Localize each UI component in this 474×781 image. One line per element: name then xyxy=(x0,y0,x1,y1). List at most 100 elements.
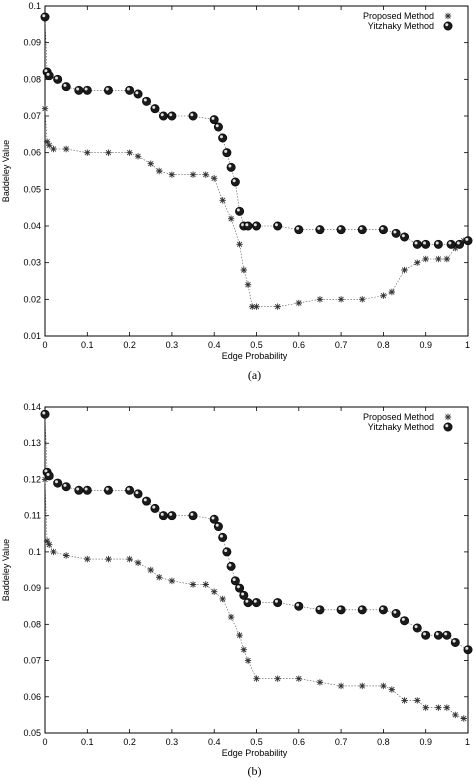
data-point-circle xyxy=(273,221,283,231)
data-point-circle xyxy=(61,482,71,492)
data-point-circle-highlight xyxy=(296,603,300,607)
legend-marker-star xyxy=(444,12,452,20)
data-point-circle-highlight xyxy=(465,646,469,650)
x-tick-label: 0.3 xyxy=(166,340,179,350)
data-point-star xyxy=(134,153,142,160)
data-point-circle-highlight xyxy=(169,512,173,516)
data-point-circle-highlight xyxy=(380,226,384,230)
data-point-star xyxy=(414,697,421,704)
data-point-circle xyxy=(433,630,443,640)
data-point-circle xyxy=(243,598,253,608)
data-point-star xyxy=(227,613,235,621)
data-point-star xyxy=(414,259,421,266)
data-point-circle-highlight xyxy=(435,632,439,636)
data-point-circle xyxy=(243,221,253,231)
data-point-circle-highlight xyxy=(435,241,439,245)
data-point-circle xyxy=(150,503,160,513)
series-line xyxy=(44,414,469,650)
data-point-star xyxy=(244,657,252,664)
y-tick-label: 0.09 xyxy=(23,38,41,48)
data-point-circle-highlight xyxy=(215,523,219,527)
data-point-circle-highlight xyxy=(317,607,321,611)
data-point-star xyxy=(388,288,396,296)
data-point-circle-highlight xyxy=(76,87,80,91)
data-point-circle-highlight xyxy=(245,599,249,603)
data-point-star xyxy=(62,145,70,153)
data-point-circle-highlight xyxy=(84,487,88,491)
legend-label: Proposed Method xyxy=(363,412,434,422)
data-point-circle-highlight xyxy=(126,487,130,491)
data-point-circle xyxy=(222,148,232,158)
data-point-circle xyxy=(421,239,431,249)
data-point-star xyxy=(211,175,218,182)
y-tick-label: 0.1 xyxy=(28,547,41,557)
data-point-star xyxy=(337,682,345,690)
data-point-circle-highlight xyxy=(152,105,156,109)
data-point-circle xyxy=(235,206,245,216)
data-point-circle xyxy=(44,71,54,81)
data-point-circle-highlight xyxy=(215,124,219,128)
data-point-circle xyxy=(463,645,473,655)
data-point-circle-highlight xyxy=(393,230,397,234)
data-point-circle xyxy=(142,496,152,506)
data-point-star xyxy=(316,679,324,686)
data-point-circle xyxy=(125,485,135,495)
y-tick-label: 0.1 xyxy=(28,1,41,11)
data-point-circle-highlight xyxy=(84,87,88,91)
data-point-circle-highlight xyxy=(76,487,80,491)
data-point-circle xyxy=(378,605,388,615)
data-point-star xyxy=(443,704,451,711)
data-point-star xyxy=(295,675,302,682)
series-proposed-method xyxy=(41,105,467,310)
series-yitzhaky-method xyxy=(40,12,473,249)
x-tick-label: 0.2 xyxy=(123,737,136,747)
data-point-circle xyxy=(150,104,160,114)
data-point-circle xyxy=(433,239,443,249)
data-point-circle-highlight xyxy=(42,411,46,415)
data-point-circle-highlight xyxy=(160,512,164,516)
data-point-circle xyxy=(61,82,71,92)
data-point-circle-highlight xyxy=(414,241,418,245)
data-point-circle-highlight xyxy=(42,14,46,18)
data-point-circle xyxy=(450,637,460,647)
data-point-star xyxy=(460,715,467,722)
data-point-circle-highlight xyxy=(143,98,147,102)
x-tick-label: 0.1 xyxy=(81,340,94,350)
y-tick-label: 0.06 xyxy=(23,148,41,158)
data-point-star xyxy=(422,255,429,263)
data-point-circle xyxy=(412,239,422,249)
data-point-circle-highlight xyxy=(152,505,156,509)
data-point-circle-highlight xyxy=(126,87,130,91)
x-tick-label: 0.3 xyxy=(166,737,179,747)
data-point-star xyxy=(401,697,408,704)
series-line xyxy=(44,108,464,307)
data-point-circle xyxy=(357,605,367,615)
data-point-circle-highlight xyxy=(190,512,194,516)
data-point-star xyxy=(443,255,451,263)
data-point-star xyxy=(337,296,345,303)
data-point-circle-highlight xyxy=(245,223,249,227)
data-point-circle-highlight xyxy=(401,617,405,621)
data-point-star xyxy=(359,682,366,690)
data-point-circle xyxy=(446,239,456,249)
x-tick-label: 0.4 xyxy=(208,737,221,747)
data-point-circle xyxy=(188,511,198,521)
data-point-star xyxy=(50,145,57,153)
data-point-circle xyxy=(213,122,223,132)
data-point-circle-highlight xyxy=(232,179,236,183)
data-point-circle xyxy=(273,598,283,608)
data-point-star xyxy=(219,197,226,204)
y-tick-label: 0.07 xyxy=(23,656,41,666)
x-tick-label: 0 xyxy=(42,737,47,747)
data-point-circle xyxy=(142,96,152,106)
data-point-circle xyxy=(133,89,143,99)
data-point-circle-highlight xyxy=(219,534,223,538)
data-point-circle-highlight xyxy=(253,599,257,603)
x-tick-label: 0.9 xyxy=(419,340,432,350)
data-point-circle xyxy=(213,522,223,532)
data-point-star xyxy=(168,171,176,178)
data-point-circle xyxy=(218,532,228,542)
data-point-star xyxy=(46,541,53,548)
data-point-circle-highlight xyxy=(296,226,300,230)
data-point-circle xyxy=(294,601,304,611)
